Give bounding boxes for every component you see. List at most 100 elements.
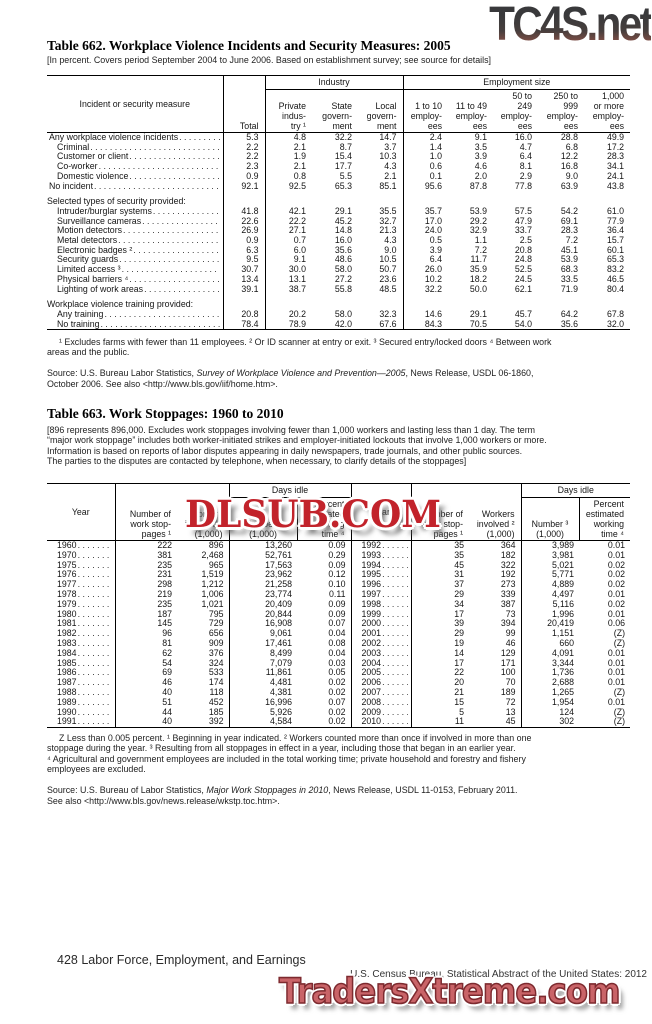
- year-cell: 1996 . . . . . . . . . . . . . . . . . .…: [351, 579, 412, 590]
- value-cell: 26.0: [424, 264, 442, 275]
- year-cell: 1979 . . . . . . . . . . . . . . . . . .…: [47, 599, 116, 610]
- value-cell: 28.8: [560, 132, 578, 142]
- row-label-text: No training: [57, 318, 100, 329]
- row-label-text: 1999: [361, 608, 382, 619]
- value-cell: 16,996: [265, 696, 292, 707]
- value-cell: 0.03: [297, 658, 352, 669]
- value-cell: 45.1: [560, 244, 578, 255]
- value-cell: 0.01: [607, 677, 625, 688]
- year-cell: 1990 . . . . . . . . . . . . . . . . . .…: [47, 707, 116, 718]
- value-cell: 32.3: [358, 309, 404, 320]
- value-cell: 28.3: [606, 151, 625, 162]
- row-label: 1997 . . . . . . . . . . . . . . . . . .…: [352, 589, 411, 600]
- group-header-industry: Industry: [265, 75, 404, 90]
- value-cell: 0.8: [293, 170, 306, 181]
- value-cell: 6.8: [565, 141, 578, 152]
- table-663-header: Year Number of work stop- pages ¹ Worker…: [47, 483, 630, 541]
- dot-leader: . . . . . . . . . . . . . . . . . . . . …: [77, 629, 112, 639]
- value-cell: 11,861: [265, 667, 292, 678]
- value-cell: 5.3: [223, 132, 266, 143]
- row-label-cell: Surveillance cameras . . . . . . . . . .…: [47, 216, 224, 227]
- year-cell: 2004 . . . . . . . . . . . . . . . . . .…: [351, 658, 412, 669]
- value-cell: [358, 294, 404, 310]
- row-label: 1993 . . . . . . . . . . . . . . . . . .…: [352, 550, 411, 561]
- row-label-text: Domestic violence: [57, 170, 129, 181]
- watermark-top: TC4S.net: [489, 0, 652, 51]
- value-cell: 0.01: [607, 608, 625, 619]
- value-cell: 2.1: [293, 161, 306, 172]
- value-cell: 29: [454, 588, 464, 599]
- value-cell: 58.0: [334, 264, 352, 275]
- value-cell: 9.0: [358, 245, 404, 256]
- row-label-cell: Physical barriers ⁴ . . . . . . . . . . …: [47, 274, 224, 285]
- value-cell: 0.09: [297, 599, 352, 610]
- value-cell: 0.29: [297, 550, 352, 561]
- year-cell: 1960 . . . . . . . . . . . . . . . . . .…: [47, 540, 116, 551]
- dot-leader: . . . . . . . . . . . . . . . . . . . . …: [104, 309, 220, 319]
- value-cell: 0.01: [607, 696, 625, 707]
- value-cell: 21: [454, 686, 464, 697]
- row-label-text: 1977: [57, 579, 77, 590]
- table-662-container: Incident or security measure Total Indus…: [47, 75, 631, 331]
- value-cell: [223, 294, 266, 310]
- value-cell: [312, 191, 358, 207]
- table-662: Incident or security measure Total Indus…: [47, 75, 631, 331]
- value-cell: 4.8: [293, 132, 306, 142]
- value-cell: 5.5: [339, 170, 352, 181]
- table-662-source: Source: U.S. Bureau Labor Statistics, Su…: [47, 358, 630, 389]
- year-cell: 1975 . . . . . . . . . . . . . . . . . .…: [47, 560, 116, 571]
- value-cell: [538, 191, 584, 207]
- value-cell: 364: [469, 540, 522, 551]
- source-text: , News Release, USDL 11-0153, February 2…: [47, 785, 518, 806]
- row-label: 1985 . . . . . . . . . . . . . . . . . .…: [47, 658, 115, 669]
- value-cell: 10.3: [358, 152, 404, 163]
- value-cell: 896: [177, 540, 230, 551]
- table-row: 1986 . . . . . . . . . . . . . . . . . .…: [47, 667, 630, 679]
- value-cell: 46: [469, 638, 522, 649]
- value-cell: [403, 294, 448, 310]
- value-cell: 1.9: [293, 151, 306, 162]
- value-cell: 20,419: [547, 618, 574, 629]
- value-cell: 0.02: [297, 707, 352, 718]
- row-label: 1960 . . . . . . . . . . . . . . . . . .…: [47, 540, 115, 551]
- table-row: 1980 . . . . . . . . . . . . . . . . . .…: [47, 608, 630, 620]
- value-cell: 24.5: [514, 273, 532, 284]
- table-row: 1988 . . . . . . . . . . . . . . . . . .…: [47, 686, 630, 698]
- row-label: 2005 . . . . . . . . . . . . . . . . . .…: [352, 668, 411, 678]
- year-cell: 1995 . . . . . . . . . . . . . . . . . .…: [351, 570, 412, 581]
- value-cell: 2.1: [358, 171, 404, 182]
- value-cell: 11: [454, 716, 464, 727]
- table-row: 1960 . . . . . . . . . . . . . . . . . .…: [47, 540, 630, 551]
- dot-leader: . . . . . . . . . . . . . . . . . . . . …: [77, 589, 112, 599]
- year-cell: 1985 . . . . . . . . . . . . . . . . . .…: [47, 658, 116, 669]
- value-cell: [448, 294, 493, 310]
- value-cell: 0.05: [297, 668, 352, 679]
- year-cell: 2000 . . . . . . . . . . . . . . . . . .…: [351, 619, 412, 630]
- year-cell: 1993 . . . . . . . . . . . . . . . . . .…: [351, 550, 412, 561]
- value-cell: 4.7: [519, 141, 532, 152]
- column-header-workers: Workers involved ² (1,000): [469, 483, 522, 541]
- table-row: 1984 . . . . . . . . . . . . . . . . . .…: [47, 648, 630, 659]
- dot-leader: . . . . . . . . . . . . . . . . . . . . …: [142, 216, 219, 226]
- value-cell: 12.2: [560, 151, 578, 162]
- row-label-cell: Lighting of work areas . . . . . . . . .…: [47, 284, 224, 295]
- dot-leader: . . . . . . . . . . . . . . . . . . . . …: [382, 697, 407, 707]
- value-cell: 46: [162, 677, 172, 688]
- dot-leader: . . . . . . . . . . . . . . . . . . . . …: [382, 560, 407, 570]
- year-cell: 1980 . . . . . . . . . . . . . . . . . .…: [47, 609, 116, 620]
- year-cell: 2007 . . . . . . . . . . . . . . . . . .…: [351, 687, 412, 698]
- value-cell: 9.1: [293, 254, 306, 265]
- value-cell: 2.0: [474, 170, 487, 181]
- value-cell: 3,344: [551, 657, 574, 668]
- value-cell: 95.6: [424, 180, 442, 191]
- row-label-text: 1992: [361, 540, 382, 550]
- row-label-text: 1989: [57, 696, 77, 707]
- table-row: 1970 . . . . . . . . . . . . . . . . . .…: [47, 550, 630, 561]
- value-cell: 1,212: [177, 579, 230, 590]
- row-label-text: 1960: [57, 540, 77, 550]
- dot-leader: . . . . . . . . . . . . . . . . . . . . …: [382, 589, 407, 599]
- value-cell: 96: [162, 628, 172, 639]
- value-cell: 30.0: [288, 264, 306, 275]
- value-cell: 1.4: [429, 141, 442, 152]
- value-cell: 1.0: [429, 151, 442, 162]
